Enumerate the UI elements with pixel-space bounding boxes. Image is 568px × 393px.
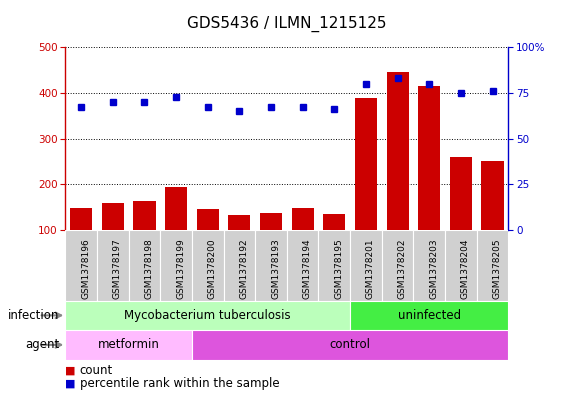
Bar xyxy=(414,230,445,301)
Bar xyxy=(228,215,250,230)
Bar xyxy=(323,214,345,230)
Bar xyxy=(102,204,124,230)
Text: GSM1378195: GSM1378195 xyxy=(335,239,343,299)
Bar xyxy=(319,230,350,301)
Bar xyxy=(382,230,414,301)
Text: GSM1378205: GSM1378205 xyxy=(492,239,502,299)
Text: GDS5436 / ILMN_1215125: GDS5436 / ILMN_1215125 xyxy=(187,16,387,32)
Text: GSM1378201: GSM1378201 xyxy=(366,239,375,299)
Bar xyxy=(197,209,219,230)
Bar xyxy=(291,208,314,230)
Text: ■: ■ xyxy=(65,378,76,388)
Bar xyxy=(65,301,350,330)
Bar xyxy=(133,201,156,230)
Text: GSM1378202: GSM1378202 xyxy=(398,239,407,299)
Bar xyxy=(482,162,504,230)
Bar xyxy=(355,98,377,230)
Bar xyxy=(386,72,409,230)
Text: GSM1378200: GSM1378200 xyxy=(208,239,217,299)
Bar xyxy=(350,301,508,330)
Bar xyxy=(160,230,192,301)
Bar xyxy=(97,230,128,301)
Text: infection: infection xyxy=(9,309,60,322)
Bar xyxy=(450,157,472,230)
Bar xyxy=(350,230,382,301)
Text: control: control xyxy=(329,338,371,351)
Bar xyxy=(255,230,287,301)
Text: uninfected: uninfected xyxy=(398,309,461,322)
Bar xyxy=(65,230,97,301)
Bar xyxy=(287,230,319,301)
Bar xyxy=(260,213,282,230)
Bar xyxy=(224,230,255,301)
Text: metformin: metformin xyxy=(98,338,160,351)
Bar xyxy=(418,86,440,230)
Bar xyxy=(477,230,508,301)
Text: GSM1378192: GSM1378192 xyxy=(239,239,248,299)
Text: ■: ■ xyxy=(65,365,76,376)
Bar xyxy=(192,230,224,301)
Text: Mycobacterium tuberculosis: Mycobacterium tuberculosis xyxy=(124,309,291,322)
Bar xyxy=(165,187,187,230)
Text: agent: agent xyxy=(26,338,60,351)
Bar xyxy=(445,230,477,301)
Bar xyxy=(192,330,508,360)
Bar xyxy=(65,330,192,360)
Text: count: count xyxy=(80,364,113,377)
Text: GSM1378196: GSM1378196 xyxy=(81,239,90,299)
Text: GSM1378193: GSM1378193 xyxy=(271,239,280,299)
Bar xyxy=(70,208,92,230)
Bar xyxy=(128,230,160,301)
Text: GSM1378199: GSM1378199 xyxy=(176,239,185,299)
Text: GSM1378203: GSM1378203 xyxy=(429,239,438,299)
Text: percentile rank within the sample: percentile rank within the sample xyxy=(80,376,279,390)
Text: GSM1378198: GSM1378198 xyxy=(144,239,153,299)
Text: GSM1378197: GSM1378197 xyxy=(113,239,122,299)
Text: GSM1378194: GSM1378194 xyxy=(303,239,312,299)
Text: GSM1378204: GSM1378204 xyxy=(461,239,470,299)
